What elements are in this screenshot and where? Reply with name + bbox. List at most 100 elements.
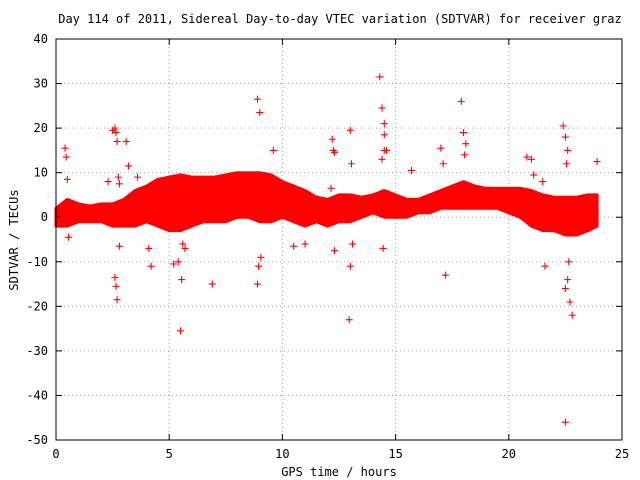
data-point xyxy=(564,146,572,154)
data-point xyxy=(113,137,121,145)
y-tick-label: 30 xyxy=(34,77,48,91)
data-point xyxy=(177,327,185,335)
data-point xyxy=(378,155,386,163)
data-point xyxy=(437,144,445,152)
y-tick-label: 10 xyxy=(34,166,48,180)
data-point xyxy=(62,153,70,161)
data-point xyxy=(441,271,449,279)
y-axis-label: SDTVAR / TECUs xyxy=(7,189,21,290)
data-point xyxy=(114,173,122,181)
data-point xyxy=(328,135,336,143)
data-point xyxy=(115,180,123,188)
y-tick-label: -40 xyxy=(26,388,48,402)
y-tick-label: 0 xyxy=(41,210,48,224)
data-point xyxy=(301,240,309,248)
data-point xyxy=(257,253,265,261)
y-tick-label: -20 xyxy=(26,299,48,313)
y-tick-label: 20 xyxy=(34,121,48,135)
data-point xyxy=(593,158,601,166)
data-point xyxy=(380,120,388,128)
data-point xyxy=(253,95,261,103)
data-point xyxy=(527,155,535,163)
data-point xyxy=(439,160,447,168)
x-tick-label: 0 xyxy=(52,447,59,461)
data-point xyxy=(530,171,538,179)
data-point xyxy=(380,131,388,139)
data-point xyxy=(462,140,470,148)
data-point xyxy=(178,276,186,284)
data-point xyxy=(290,242,298,250)
x-axis-label: GPS time / hours xyxy=(281,465,397,479)
data-point xyxy=(457,97,465,105)
data-point xyxy=(564,276,572,284)
data-point xyxy=(112,129,120,137)
data-point xyxy=(561,418,569,426)
data-point xyxy=(330,247,338,255)
data-point xyxy=(179,240,187,248)
data-band-area xyxy=(54,171,599,237)
data-point xyxy=(380,146,388,154)
plot-frame xyxy=(55,38,623,441)
axis-ticks xyxy=(55,38,623,441)
data-point xyxy=(347,160,355,168)
y-tick-labels: 40 30 20 10 0 -10 -20 -30 -40 -50 xyxy=(26,32,48,447)
data-point xyxy=(566,298,574,306)
data-point xyxy=(269,146,277,154)
data-point xyxy=(64,233,72,241)
data-point xyxy=(255,262,263,270)
x-tick-labels: 0 5 10 15 20 25 xyxy=(52,447,629,461)
data-point xyxy=(111,124,119,132)
data-point xyxy=(346,262,354,270)
data-point xyxy=(61,144,69,152)
y-tick-label: -30 xyxy=(26,344,48,358)
x-tick-label: 10 xyxy=(275,447,289,461)
data-point xyxy=(170,260,178,268)
data-point xyxy=(208,280,216,288)
data-point xyxy=(147,262,155,270)
data-point xyxy=(134,173,142,181)
data-point xyxy=(104,178,112,186)
data-point xyxy=(346,126,354,134)
data-point xyxy=(113,296,121,304)
x-tick-label: 15 xyxy=(388,447,402,461)
outlier-points xyxy=(61,73,601,426)
x-tick-label: 20 xyxy=(502,447,516,461)
data-point xyxy=(112,282,120,290)
data-point xyxy=(565,258,573,266)
y-tick-label: -10 xyxy=(26,255,48,269)
data-point xyxy=(330,149,338,157)
data-point xyxy=(378,104,386,112)
data-point xyxy=(541,262,549,270)
data-point xyxy=(124,162,132,170)
data-point xyxy=(145,244,153,252)
data-point xyxy=(568,311,576,319)
data-point xyxy=(63,175,71,183)
y-tick-label: 40 xyxy=(34,32,48,46)
data-point xyxy=(174,258,182,266)
data-point xyxy=(115,242,123,250)
data-point xyxy=(349,240,357,248)
data-point xyxy=(376,73,384,81)
data-point xyxy=(111,273,119,281)
data-point xyxy=(407,166,415,174)
data-point xyxy=(563,160,571,168)
x-tick-label: 25 xyxy=(615,447,629,461)
data-point xyxy=(345,316,353,324)
data-point xyxy=(181,244,189,252)
data-point xyxy=(561,285,569,293)
data-point xyxy=(379,244,387,252)
grid-lines xyxy=(56,39,622,440)
data-point xyxy=(460,129,468,137)
data-point xyxy=(539,178,547,186)
y-tick-label: -50 xyxy=(26,433,48,447)
data-point xyxy=(253,280,261,288)
data-point xyxy=(327,184,335,192)
x-tick-label: 5 xyxy=(166,447,173,461)
chart-title: Day 114 of 2011, Sidereal Day-to-day VTE… xyxy=(58,12,622,26)
data-point xyxy=(461,151,469,159)
data-point xyxy=(256,109,264,117)
data-band xyxy=(54,171,599,237)
data-point xyxy=(559,122,567,130)
data-point xyxy=(122,137,130,145)
